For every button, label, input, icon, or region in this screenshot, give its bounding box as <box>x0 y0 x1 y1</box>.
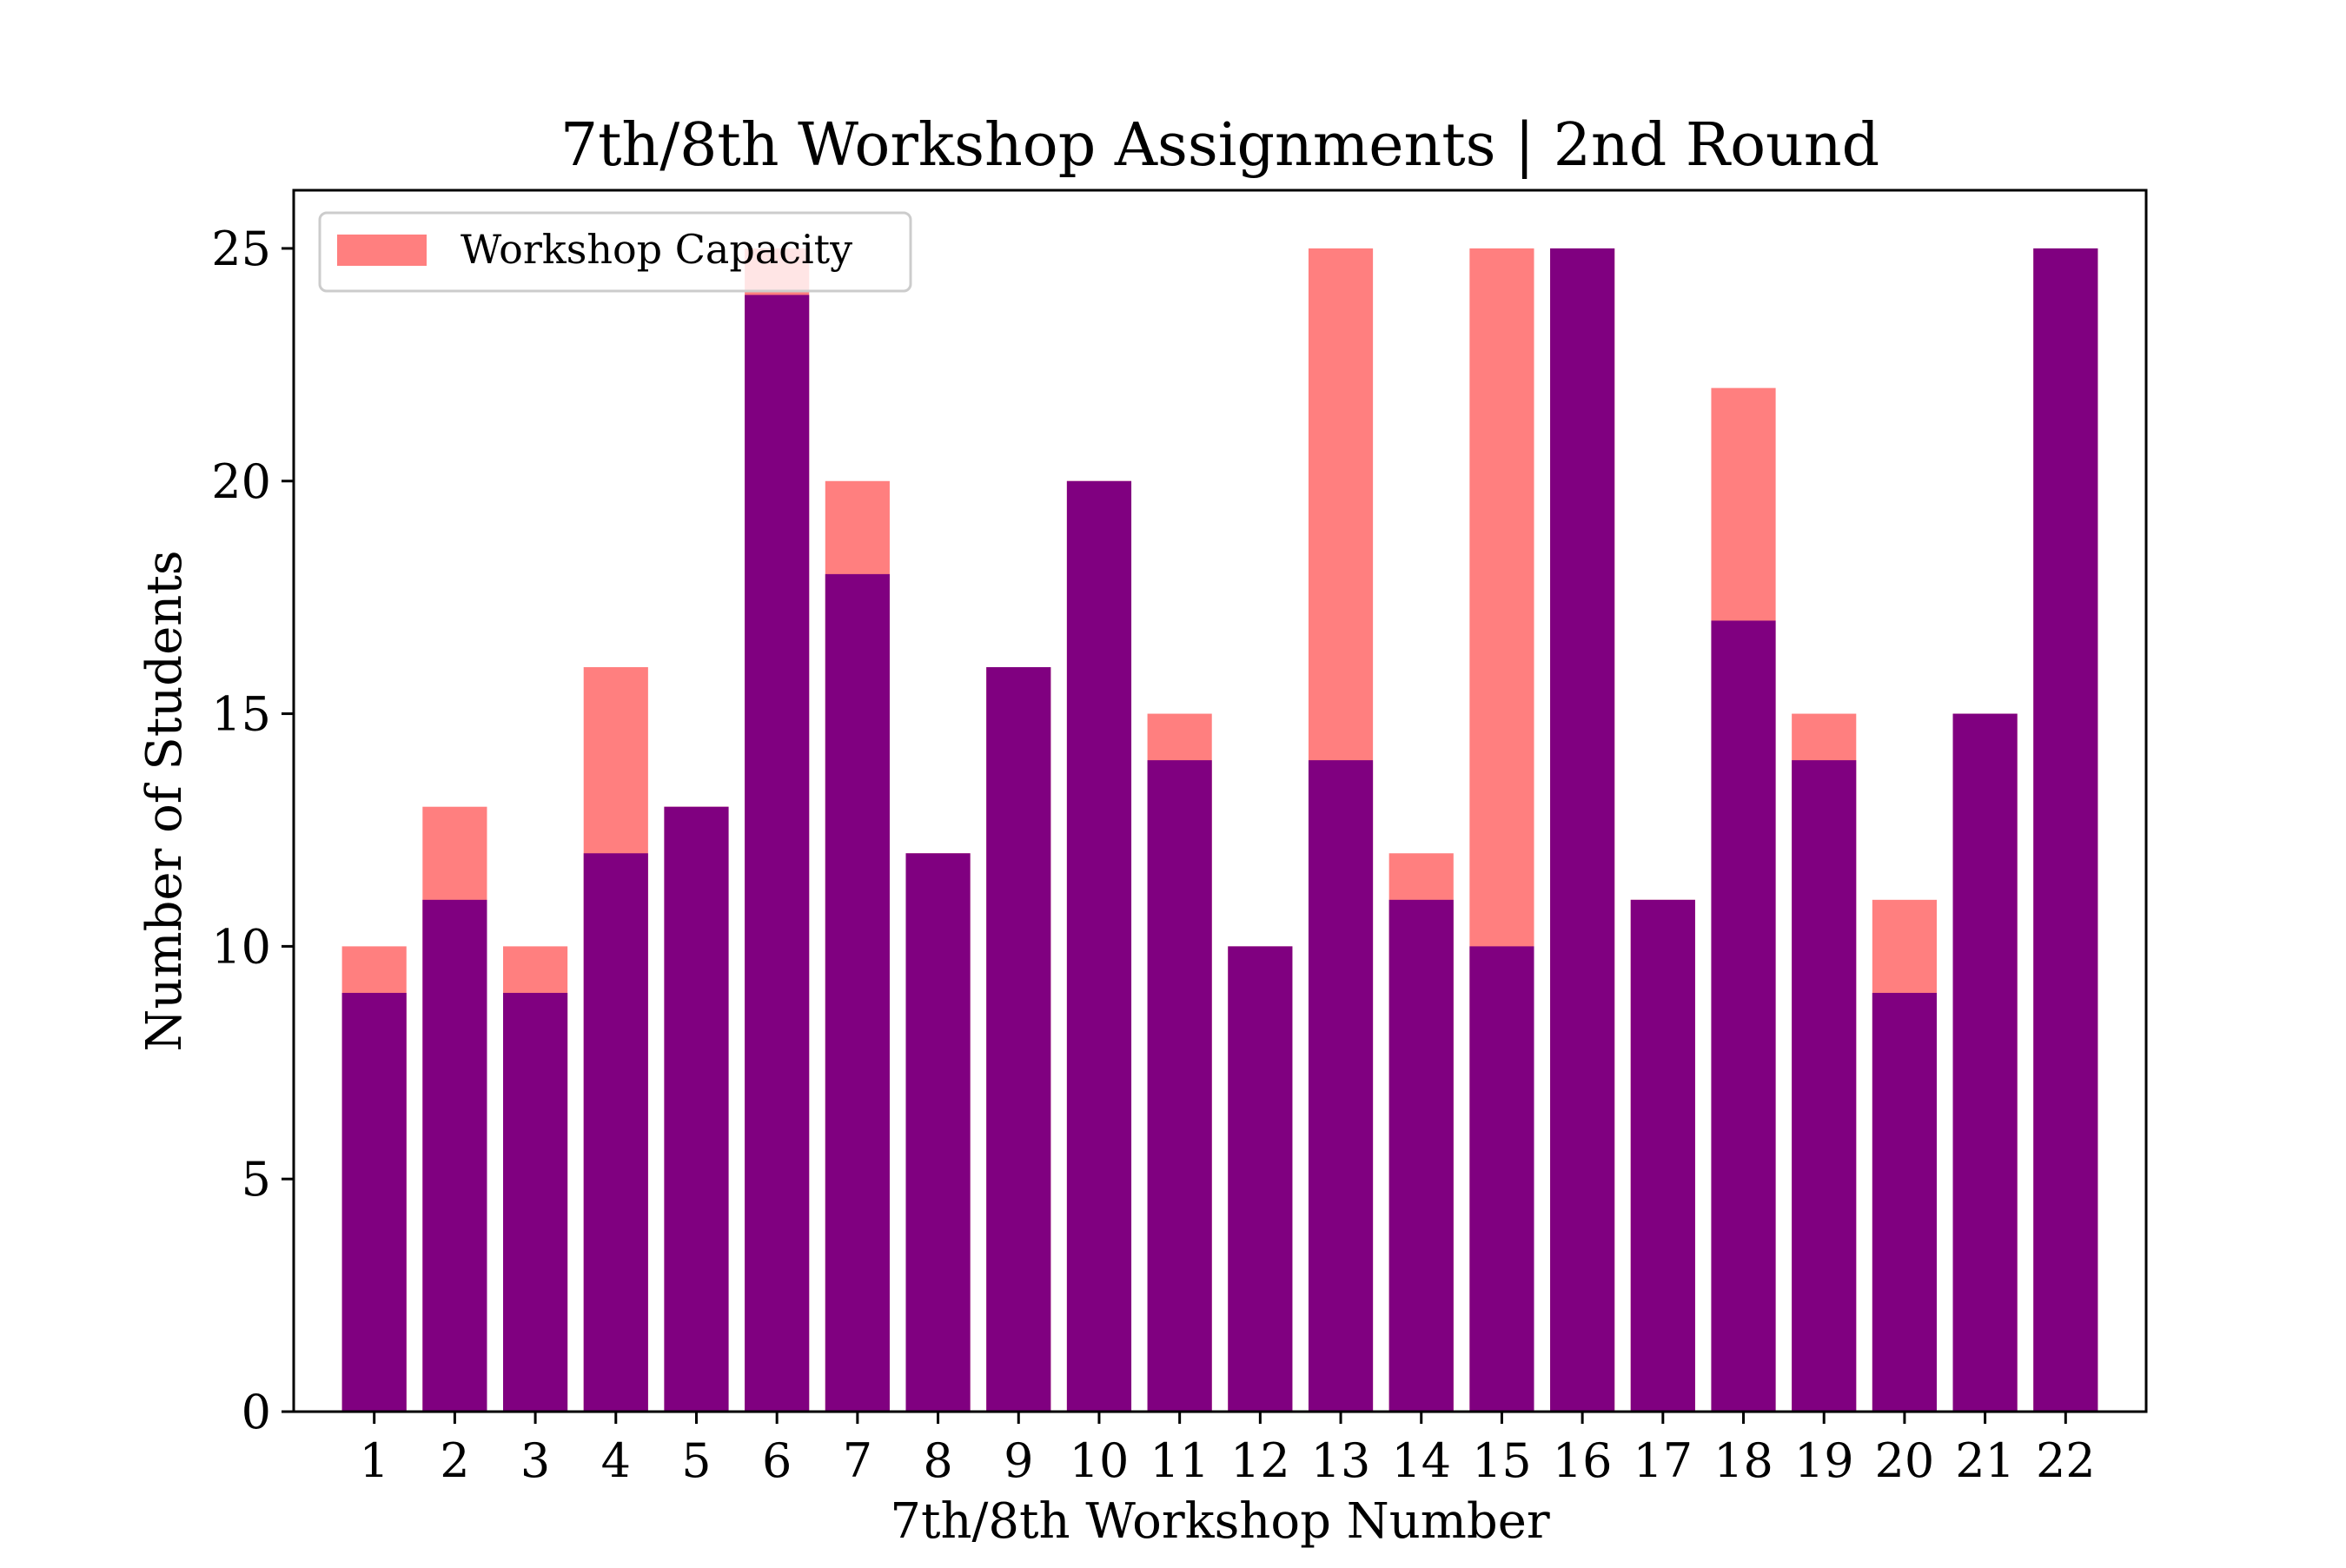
bar-assigned-12 <box>1228 946 1293 1412</box>
x-tick-label-6: 6 <box>762 1433 792 1488</box>
bar-assigned-11 <box>1147 760 1212 1412</box>
bar-assigned-5 <box>664 806 729 1412</box>
legend: Workshop Capacity <box>318 211 912 293</box>
bar-assigned-6 <box>745 294 810 1412</box>
y-axis: 0 5 10 15 20 25 <box>211 222 294 1439</box>
bar-assigned-4 <box>583 853 648 1412</box>
x-tick-label-1: 1 <box>360 1433 389 1488</box>
bars-layer <box>341 248 2098 1413</box>
y-tick-label-15: 15 <box>211 687 271 742</box>
x-tick-label-15: 15 <box>1472 1433 1532 1488</box>
x-tick-label-9: 9 <box>1004 1433 1033 1488</box>
x-tick-label-7: 7 <box>843 1433 872 1488</box>
x-tick-label-14: 14 <box>1391 1433 1451 1488</box>
plot-frame <box>292 189 2148 1413</box>
bar-assigned-22 <box>2033 248 2098 1412</box>
x-tick-label-8: 8 <box>923 1433 952 1488</box>
bar-assigned-18 <box>1711 620 1776 1412</box>
bar-assigned-19 <box>1792 760 1857 1412</box>
x-tick-label-10: 10 <box>1070 1433 1130 1488</box>
x-tick-label-16: 16 <box>1553 1433 1613 1488</box>
x-tick-label-21: 21 <box>1955 1433 2015 1488</box>
bar-assigned-10 <box>1066 480 1132 1412</box>
x-tick-label-17: 17 <box>1633 1433 1693 1488</box>
bar-assigned-1 <box>341 992 407 1412</box>
bar-assigned-16 <box>1550 248 1615 1412</box>
chart-title: 7th/8th Workshop Assignments | 2nd Round <box>560 111 1879 180</box>
legend-label-workshop-capacity: Workshop Capacity <box>461 226 852 273</box>
x-tick-label-18: 18 <box>1713 1433 1773 1488</box>
legend-swatch-workshop-capacity <box>337 235 427 266</box>
y-tick-label-10: 10 <box>211 919 271 974</box>
x-tick-label-2: 2 <box>440 1433 469 1488</box>
bar-assigned-17 <box>1630 899 1695 1412</box>
x-tick-label-11: 11 <box>1150 1433 1209 1488</box>
bar-assigned-15 <box>1469 946 1534 1412</box>
legend-box <box>318 211 912 293</box>
x-tick-label-22: 22 <box>2036 1433 2096 1488</box>
x-tick-label-5: 5 <box>681 1433 711 1488</box>
bar-assigned-3 <box>503 992 568 1412</box>
x-tick-label-4: 4 <box>601 1433 631 1488</box>
bar-assigned-9 <box>986 667 1051 1412</box>
bar-assigned-2 <box>422 899 487 1412</box>
bar-assigned-21 <box>1952 713 2018 1412</box>
bar-assigned-20 <box>1872 992 1937 1412</box>
y-tick-label-5: 5 <box>242 1152 271 1207</box>
y-axis-title: Number of Students <box>136 550 193 1051</box>
x-tick-label-13: 13 <box>1311 1433 1371 1488</box>
x-tick-label-20: 20 <box>1875 1433 1935 1488</box>
y-tick-label-25: 25 <box>211 222 271 276</box>
x-tick-label-12: 12 <box>1230 1433 1290 1488</box>
bar-assigned-14 <box>1388 899 1454 1412</box>
x-tick-label-3: 3 <box>520 1433 550 1488</box>
x-axis-title: 7th/8th Workshop Number <box>890 1493 1550 1550</box>
y-tick-label-20: 20 <box>211 454 271 509</box>
bar-assigned-8 <box>905 853 971 1412</box>
y-tick-label-0: 0 <box>242 1385 271 1439</box>
bar-assigned-7 <box>825 573 890 1412</box>
bar-assigned-13 <box>1308 760 1374 1412</box>
x-tick-label-19: 19 <box>1794 1433 1854 1488</box>
x-axis: 1 2 3 4 5 6 7 8 9 10 11 12 13 14 15 16 17 18 19 20 21 22 <box>360 1412 2096 1488</box>
